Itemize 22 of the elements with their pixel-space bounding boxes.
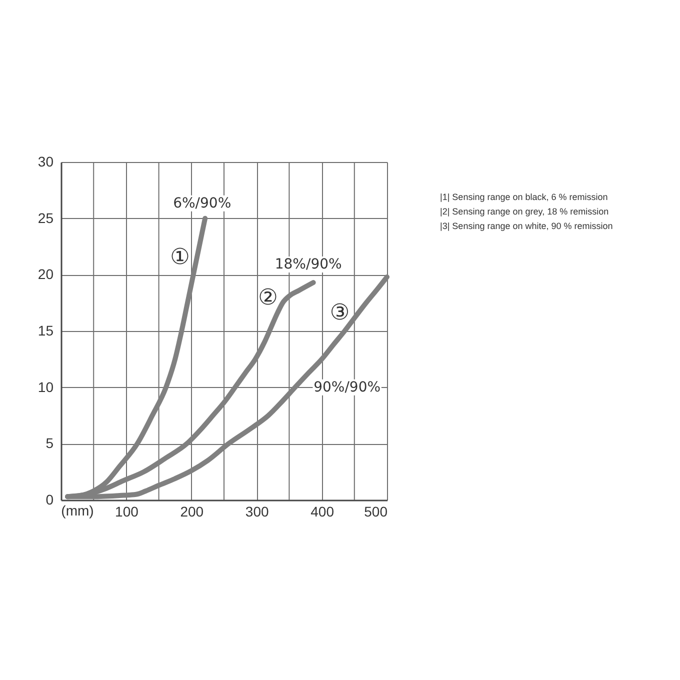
y-tick-label: 25 — [38, 210, 54, 226]
series-label: 18%/90% — [274, 256, 342, 273]
series-label: 90%/90% — [314, 379, 381, 396]
x-axis-title: (mm) — [61, 502, 94, 518]
x-tick-label: 100 — [115, 504, 139, 520]
annotation: ③ — [330, 300, 350, 326]
y-tick-label: 10 — [38, 378, 54, 395]
text: |3| Sensing range on white, 90 % remission — [440, 221, 613, 231]
annotation: ① — [170, 245, 190, 270]
y-tick-label: 30 — [38, 154, 54, 170]
text: |1| Sensing range on black, 6 % remission — [440, 192, 608, 202]
y-tick-label: 5 — [46, 435, 54, 452]
y-tick-label: 20 — [38, 266, 54, 282]
y-tick-label: 0 — [46, 492, 54, 508]
x-tick-label: 200 — [180, 504, 204, 520]
x-tick-label: 400 — [310, 504, 334, 520]
series-label: 6%/90% — [173, 195, 232, 212]
annotation: ② — [258, 286, 278, 311]
y-tick-label: 15 — [38, 322, 54, 338]
x-tick-label: 300 — [245, 504, 269, 520]
x-tick-label: 500 — [364, 504, 388, 520]
text: |2| Sensing range on grey, 18 % remission — [440, 206, 609, 216]
